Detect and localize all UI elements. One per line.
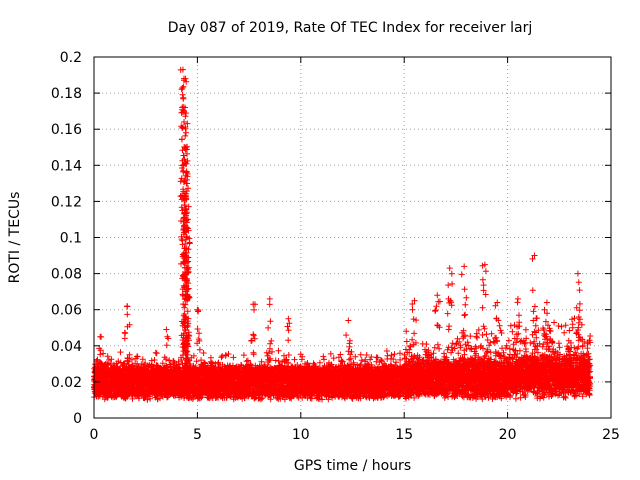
spike-peak-point <box>181 160 188 167</box>
spike-column <box>529 255 540 364</box>
spike-peak-point <box>434 292 441 299</box>
x-tick-label: 10 <box>292 427 310 443</box>
spike-peak-point <box>514 295 521 302</box>
y-tick-label: 0.16 <box>51 122 82 138</box>
spike-column <box>409 301 420 360</box>
spike-peak-point <box>481 261 488 268</box>
spike-peak-point <box>184 234 191 241</box>
y-tick-label: 0.08 <box>51 267 82 283</box>
spike-column <box>431 298 443 365</box>
spike-column <box>458 271 470 366</box>
spike-column <box>541 306 553 360</box>
tick-labels: 0 5 10 15 20 25 0 0.02 0.04 0.06 0.08 0.1 0.12 0.14 0.… <box>51 50 620 443</box>
x-axis-title: GPS time / hours <box>294 458 411 474</box>
spike-peak-point <box>194 306 201 313</box>
spike-peak-point <box>97 333 104 340</box>
spike-peak-point <box>446 265 453 272</box>
spike-column <box>161 333 172 363</box>
x-tick-label: 25 <box>602 427 620 443</box>
spike-peak-point <box>266 295 273 302</box>
y-tick-label: 0.1 <box>60 231 82 247</box>
spike-column <box>572 279 583 363</box>
chart-title: Day 087 of 2019, Rate Of TEC Index for r… <box>168 20 533 36</box>
spike-peak-point <box>494 299 501 306</box>
spike-peak-point <box>180 75 187 82</box>
x-tick-label: 15 <box>395 427 413 443</box>
spike-peak-point <box>183 129 190 136</box>
spike-peak-point <box>184 180 191 187</box>
spike-column <box>194 307 203 353</box>
spike-column <box>479 262 491 364</box>
y-tick-label: 0.14 <box>51 158 82 174</box>
spike-peak-point <box>184 259 191 266</box>
spike-peak-point <box>411 297 418 304</box>
spike-peak-point <box>250 301 257 308</box>
spike-column <box>444 270 456 356</box>
y-tick-label: 0.04 <box>51 339 82 355</box>
spike-peak-point <box>163 326 170 333</box>
spike-peak-point <box>461 263 468 270</box>
spike-column <box>179 276 191 365</box>
axis-ticks <box>93 56 612 419</box>
spike-peak-point <box>181 104 188 111</box>
spike-peak-point <box>285 315 292 322</box>
spike-peak-point <box>179 66 186 73</box>
spike-peak-point <box>345 317 352 324</box>
y-tick-label: 0.18 <box>51 86 82 102</box>
spike-peak-point <box>181 274 188 281</box>
spike-peak-point <box>574 270 581 277</box>
spike-peak-point <box>124 303 131 310</box>
x-tick-label: 20 <box>499 427 517 443</box>
spike-peak-point <box>184 209 191 216</box>
y-tick-label: 0 <box>73 411 82 427</box>
spike-peak-point <box>531 252 538 259</box>
spike-peak-point <box>543 299 550 306</box>
spike-column <box>491 302 503 365</box>
y-axis-title: ROTI / TECUs <box>7 192 23 284</box>
y-tick-label: 0.06 <box>51 303 82 319</box>
y-tick-label: 0.02 <box>51 375 82 391</box>
x-tick-label: 0 <box>90 427 99 443</box>
spike-column <box>121 303 133 358</box>
spike-peak-point <box>183 192 190 199</box>
y-tick-label: 0.12 <box>51 194 82 210</box>
spike-column <box>343 332 354 362</box>
spike-column <box>265 301 275 362</box>
spike-column <box>512 299 523 354</box>
data-points <box>91 66 594 403</box>
x-tick-label: 5 <box>193 427 202 443</box>
y-tick-label: 0.2 <box>60 50 82 66</box>
spike-column <box>248 301 258 356</box>
spike-column <box>283 320 293 366</box>
